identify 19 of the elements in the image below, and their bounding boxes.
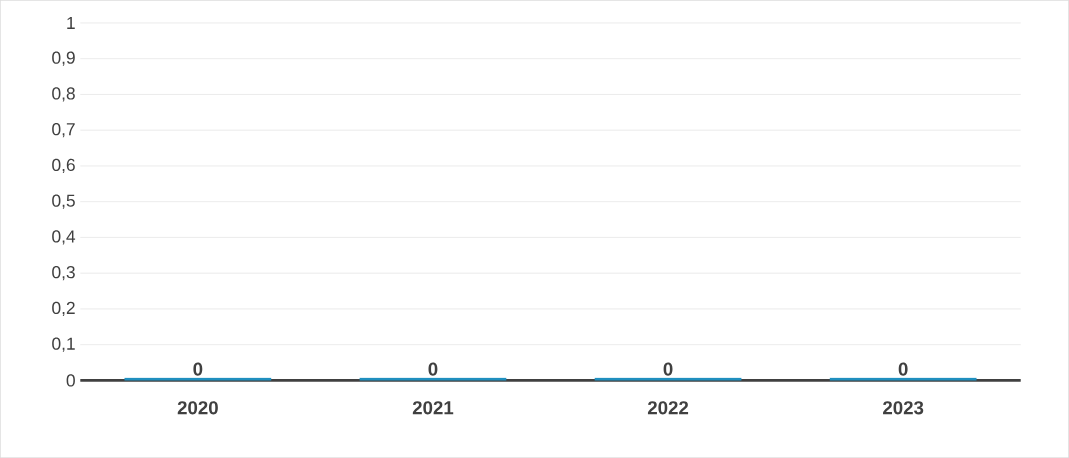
x-tick-label: 2021: [412, 401, 454, 415]
y-tick-label: 0,7: [52, 122, 75, 138]
y-tick-label: 0,3: [52, 265, 75, 281]
data-label: 0: [193, 362, 203, 376]
y-tick-label: 0,6: [52, 158, 75, 174]
y-tick-label: 0: [66, 374, 75, 387]
data-label: 0: [663, 362, 673, 376]
y-tick-label: 0,2: [52, 301, 75, 317]
data-label: 0: [428, 362, 438, 376]
y-tick-label: 0,5: [52, 194, 75, 209]
y-tick-label: 0,9: [52, 51, 75, 66]
y-tick-label: 0,4: [52, 230, 76, 245]
y-tick-label: 1: [67, 16, 75, 29]
x-tick-label: 2023: [883, 401, 924, 415]
y-tick-label: 0,1: [52, 337, 75, 352]
x-tick-label: 2022: [647, 401, 689, 415]
y-tick-label: 0,8: [52, 87, 75, 102]
x-tick-label: 2020: [177, 401, 218, 415]
data-label: 0: [898, 362, 908, 376]
